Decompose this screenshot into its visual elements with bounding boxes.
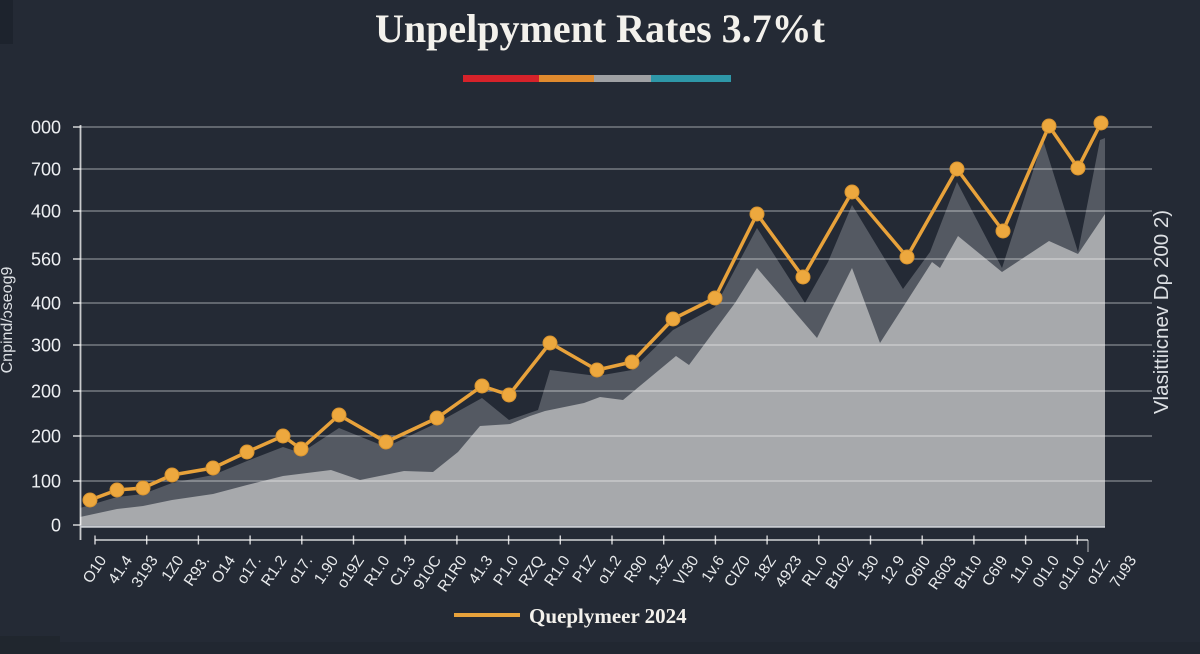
svg-text:CIZ0: CIZ0 <box>721 552 754 590</box>
svg-text:100: 100 <box>31 471 61 491</box>
svg-text:P1.0: P1.0 <box>490 552 522 588</box>
svg-text:R603: R603 <box>925 553 960 593</box>
svg-text:C6I9: C6I9 <box>979 553 1011 590</box>
svg-text:O14: O14 <box>209 552 240 586</box>
svg-text:O10: O10 <box>80 552 111 586</box>
svg-text:R90: R90 <box>621 552 651 585</box>
svg-text:300: 300 <box>31 335 61 355</box>
svg-text:Cnpind/ɔseog9: Cnpind/ɔseog9 <box>0 267 16 374</box>
svg-text:000: 000 <box>31 117 61 137</box>
svg-text:41.3: 41.3 <box>466 553 497 588</box>
svg-text:4923: 4923 <box>772 553 805 591</box>
svg-text:700: 700 <box>31 159 61 179</box>
svg-text:200: 200 <box>31 426 61 446</box>
svg-text:200: 200 <box>31 381 61 401</box>
svg-text:3193: 3193 <box>128 553 161 591</box>
svg-text:P1Z: P1Z <box>570 553 600 586</box>
svg-text:7u93: 7u93 <box>1107 553 1140 591</box>
svg-text:R1.0: R1.0 <box>541 552 574 589</box>
svg-text:RZQ: RZQ <box>516 553 548 590</box>
svg-text:R93.: R93. <box>181 553 213 590</box>
svg-text:o19Z: o19Z <box>334 553 368 592</box>
svg-text:o1.2: o1.2 <box>594 553 625 588</box>
svg-text:R1.2: R1.2 <box>258 553 290 590</box>
svg-text:0: 0 <box>51 515 61 535</box>
svg-text:o11.0: o11.0 <box>1054 552 1089 593</box>
svg-text:400: 400 <box>31 201 61 221</box>
svg-text:B1t.0: B1t.0 <box>951 552 986 592</box>
svg-text:560: 560 <box>31 249 61 269</box>
svg-text:R1.0: R1.0 <box>361 552 394 589</box>
svg-text:B102: B102 <box>823 553 857 593</box>
svg-text:VI30: VI30 <box>671 552 703 588</box>
svg-text:Vlasittiicnev Dρ 200 2): Vlasittiicnev Dρ 200 2) <box>1150 210 1173 414</box>
svg-text:o17.: o17. <box>285 553 316 588</box>
svg-text:1.3Z: 1.3Z <box>645 553 676 588</box>
svg-text:400: 400 <box>31 293 61 313</box>
